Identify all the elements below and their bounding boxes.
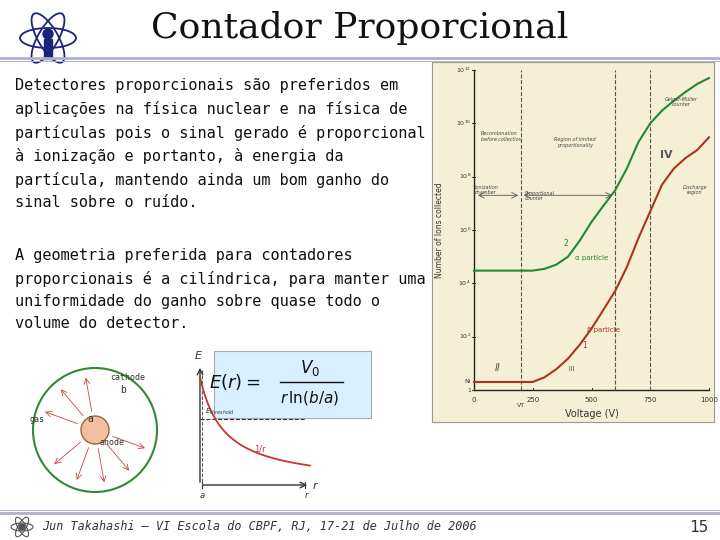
Text: Number of Ions collected: Number of Ions collected [434, 182, 444, 278]
Text: $E(r)=$: $E(r)=$ [209, 372, 260, 392]
Text: gas: gas [30, 415, 45, 424]
Text: Voltage (V): Voltage (V) [564, 409, 618, 419]
Bar [44, 50, 48, 59]
Text: $10^{6}$: $10^{6}$ [459, 225, 471, 235]
Bar [432, 62, 714, 422]
Text: $10^{4}$: $10^{4}$ [459, 279, 471, 288]
Text: 500: 500 [585, 397, 598, 403]
Text: 250: 250 [526, 397, 539, 403]
Text: Discharge
region: Discharge region [683, 185, 707, 195]
Text: b: b [120, 385, 126, 395]
Text: cathode: cathode [110, 373, 145, 382]
Text: $E_{threshold}$: $E_{threshold}$ [205, 407, 235, 417]
Text: r: r [313, 481, 318, 491]
Text: 15: 15 [689, 519, 708, 535]
Text: $10^{10}$: $10^{10}$ [456, 119, 471, 128]
Text: II: II [495, 363, 500, 373]
Text: Ni: Ni [464, 380, 471, 384]
Text: $V_0$: $V_0$ [300, 358, 320, 378]
Text: Contador Proporcional: Contador Proporcional [151, 11, 569, 45]
Text: 1: 1 [582, 341, 587, 349]
Text: Ionization
chamber: Ionization chamber [475, 185, 499, 195]
Text: Recombination
before collection: Recombination before collection [481, 131, 522, 142]
Bar [432, 62, 714, 422]
Text: 1: 1 [467, 388, 471, 393]
FancyBboxPatch shape [214, 351, 371, 418]
Text: 1/r: 1/r [254, 444, 266, 454]
Text: a: a [199, 491, 204, 500]
Text: III: III [562, 366, 575, 373]
Text: α particle: α particle [575, 255, 608, 261]
Text: Geiger-Müller
counter: Geiger-Müller counter [665, 97, 697, 107]
Text: Proportional
counter: Proportional counter [525, 191, 554, 201]
Text: anode: anode [100, 438, 125, 447]
Text: 750: 750 [644, 397, 657, 403]
Circle shape [43, 29, 53, 39]
Circle shape [81, 416, 109, 444]
Bar [44, 39, 52, 50]
Text: $10^{12}$: $10^{12}$ [456, 65, 471, 75]
Text: E: E [194, 351, 202, 361]
Text: a: a [87, 414, 93, 424]
Text: $r\,\ln(b/a)$: $r\,\ln(b/a)$ [280, 389, 340, 407]
Text: A geometria preferida para contadores
proporcionais é a cilíndrica, para manter : A geometria preferida para contadores pr… [15, 248, 426, 331]
Text: β particle: β particle [587, 327, 620, 333]
Text: IV: IV [660, 150, 673, 160]
Text: Region of limited
proportionality: Region of limited proportionality [554, 137, 596, 148]
Text: 1000: 1000 [700, 397, 718, 403]
Text: Jun Takahashi – VI Escola do CBPF, RJ, 17-21 de Julho de 2006: Jun Takahashi – VI Escola do CBPF, RJ, 1… [42, 521, 477, 534]
Text: $10^{2}$: $10^{2}$ [459, 332, 471, 341]
Bar [48, 50, 52, 59]
Circle shape [19, 524, 25, 530]
Text: VT: VT [517, 403, 525, 408]
Text: 2: 2 [563, 239, 568, 248]
Text: Detectores proporcionais são preferidos em
aplicações na física nuclear e na fís: Detectores proporcionais são preferidos … [15, 78, 426, 211]
Text: r: r [305, 491, 307, 500]
Text: $10^{8}$: $10^{8}$ [459, 172, 471, 181]
Text: 0: 0 [472, 397, 476, 403]
